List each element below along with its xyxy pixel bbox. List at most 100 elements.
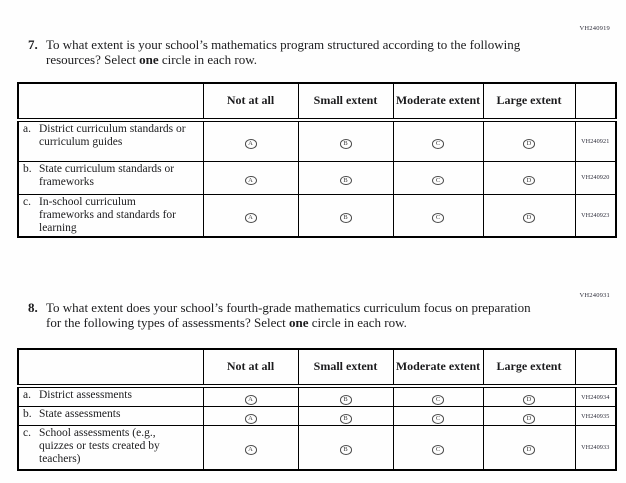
question-7-number: 7. <box>28 37 38 52</box>
answer-cell: B <box>297 119 394 162</box>
row-label-cell: a. District curriculum standards or curri… <box>17 119 204 162</box>
answer-bubble-b[interactable]: B <box>339 445 352 455</box>
column-header-large-extent: Large extent <box>482 348 576 388</box>
row-letter: b. <box>23 408 32 420</box>
question-8-text: To what extent does your school’s fourth… <box>46 300 536 331</box>
answer-bubble-a[interactable]: A <box>244 175 257 185</box>
answer-cell: D <box>482 193 576 238</box>
question-8-number: 8. <box>28 300 38 315</box>
column-header-moderate-extent: Moderate extent <box>392 82 484 122</box>
row-letter: c. <box>23 195 31 208</box>
answer-bubble-c[interactable]: C <box>432 139 444 149</box>
row-letter: c. <box>23 427 31 439</box>
answer-bubble-d[interactable]: D <box>523 175 535 185</box>
answer-bubble-b[interactable]: B <box>339 175 352 185</box>
row-label: State assessments <box>39 408 121 420</box>
answer-bubble-d[interactable]: D <box>523 414 535 424</box>
empty-corner-cell <box>17 348 204 388</box>
table-row-7a: a. District curriculum standards or curri… <box>17 119 617 162</box>
answer-bubble-c[interactable]: C <box>432 175 444 185</box>
question-7-bold-word: one <box>139 52 159 68</box>
answer-bubble-a[interactable]: A <box>244 213 257 223</box>
answer-cell: B <box>297 385 394 407</box>
answer-cell: D <box>482 385 576 407</box>
answer-bubble-a[interactable]: A <box>244 139 257 149</box>
row-letter: b. <box>23 162 32 175</box>
answer-cell: C <box>392 385 484 407</box>
column-header-not-at-all: Not at all <box>202 348 299 388</box>
answer-bubble-d[interactable]: D <box>523 395 535 405</box>
question-7-text-part2: circle in each row. <box>158 52 258 68</box>
answer-cell: B <box>297 425 394 470</box>
answer-cell: C <box>392 406 484 426</box>
question-7-table: Not at all Small extent Moderate extent … <box>17 82 617 238</box>
row-label-cell: c. In-school curriculum frameworks and st… <box>17 193 204 238</box>
answer-cell: A <box>202 425 299 470</box>
answer-cell: B <box>297 160 394 195</box>
column-header-not-at-all: Not at all <box>202 82 299 122</box>
answer-cell: C <box>392 160 484 195</box>
row-label: In-school curriculum frameworks and stan… <box>39 195 176 234</box>
question-8-table: Not at all Small extent Moderate extent … <box>17 348 617 471</box>
row-label: School assessments (e.g., quizzes or tes… <box>39 427 160 466</box>
question-8-header-row: Not at all Small extent Moderate extent … <box>17 348 617 388</box>
answer-bubble-a[interactable]: A <box>244 445 257 455</box>
answer-bubble-d[interactable]: D <box>523 213 535 223</box>
table-row-8c: c. School assessments (e.g., quizzes or t… <box>17 425 617 470</box>
answer-bubble-d[interactable]: D <box>523 445 535 455</box>
row-code: VH240934 <box>574 385 617 407</box>
row-code: VH240933 <box>574 425 617 470</box>
answer-bubble-c[interactable]: C <box>432 414 444 424</box>
question-7: 7. To what extent is your school’s mathe… <box>28 37 536 68</box>
column-header-small-extent: Small extent <box>297 82 394 122</box>
column-header-large-extent: Large extent <box>482 82 576 122</box>
column-header-small-extent: Small extent <box>297 348 394 388</box>
answer-cell: D <box>482 406 576 426</box>
column-header-moderate-extent: Moderate extent <box>392 348 484 388</box>
answer-bubble-c[interactable]: C <box>432 395 444 405</box>
answer-bubble-b[interactable]: B <box>339 395 352 405</box>
question-7-text-part1: To what extent is your school’s mathemat… <box>46 37 521 68</box>
answer-bubble-a[interactable]: A <box>244 395 257 405</box>
question-7-code: VH240919 <box>579 25 610 32</box>
answer-bubble-b[interactable]: B <box>339 414 352 424</box>
row-label: District assessments <box>39 389 132 401</box>
answer-cell: B <box>297 406 394 426</box>
answer-bubble-c[interactable]: C <box>432 213 444 223</box>
table-row-8b: b. State assessments A B C D VH240935 <box>17 406 617 426</box>
question-7-text: To what extent is your school’s mathemat… <box>46 37 536 68</box>
code-column-header <box>574 82 617 122</box>
answer-bubble-d[interactable]: D <box>523 139 535 149</box>
answer-cell: C <box>392 119 484 162</box>
answer-cell: A <box>202 406 299 426</box>
row-letter: a. <box>23 123 31 135</box>
answer-bubble-b[interactable]: B <box>339 139 352 149</box>
question-8-text-part1: To what extent does your school’s fourth… <box>46 300 531 331</box>
row-label: State curriculum standards or frameworks <box>39 162 175 188</box>
answer-cell: D <box>482 160 576 195</box>
row-code: VH240920 <box>574 160 617 195</box>
question-7-header-row: Not at all Small extent Moderate extent … <box>17 82 617 122</box>
answer-cell: C <box>392 193 484 238</box>
answer-bubble-b[interactable]: B <box>339 213 352 223</box>
question-8-code: VH240931 <box>579 292 610 299</box>
row-label: District curriculum standards or curricu… <box>39 123 186 149</box>
question-8-text-part2: circle in each row. <box>308 315 407 331</box>
row-label-cell: b. State assessments <box>17 406 204 426</box>
answer-cell: A <box>202 160 299 195</box>
answer-cell: B <box>297 193 394 238</box>
answer-cell: D <box>482 425 576 470</box>
answer-bubble-c[interactable]: C <box>432 445 444 455</box>
row-label-cell: a. District assessments <box>17 385 204 407</box>
row-label-cell: b. State curriculum standards or framewor… <box>17 160 204 195</box>
answer-bubble-a[interactable]: A <box>244 414 257 424</box>
code-column-header <box>574 348 617 388</box>
row-code: VH240923 <box>574 193 617 238</box>
row-letter: a. <box>23 389 31 401</box>
table-row-7b: b. State curriculum standards or framewor… <box>17 160 617 195</box>
answer-cell: C <box>392 425 484 470</box>
row-label-cell: c. School assessments (e.g., quizzes or t… <box>17 425 204 470</box>
question-8: 8. To what extent does your school’s fou… <box>28 300 536 331</box>
table-row-7c: c. In-school curriculum frameworks and st… <box>17 193 617 238</box>
